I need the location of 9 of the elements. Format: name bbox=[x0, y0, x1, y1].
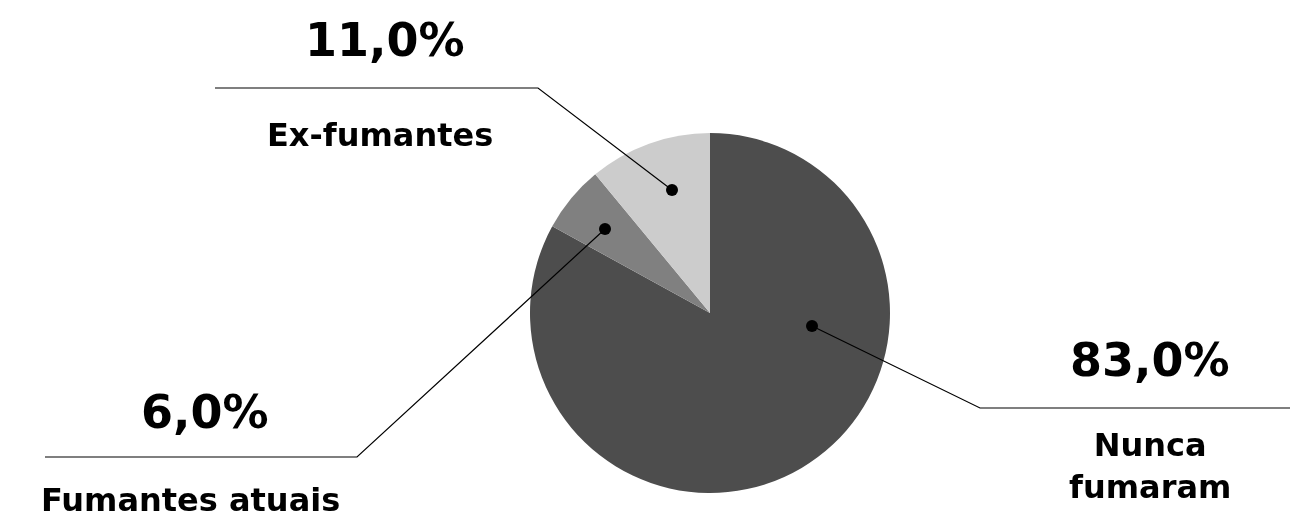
pie-slice bbox=[552, 174, 710, 313]
slice-label: Nunca fumaram bbox=[1069, 426, 1232, 506]
data-label: 6,0% bbox=[141, 385, 269, 439]
pie-slice bbox=[595, 133, 710, 313]
slice-label: Fumantes atuais bbox=[41, 481, 341, 519]
pie-slice bbox=[530, 133, 890, 493]
data-label: 11,0% bbox=[305, 13, 465, 67]
data-label: 83,0% bbox=[1070, 333, 1230, 387]
slice-label: Ex-fumantes bbox=[267, 116, 494, 154]
